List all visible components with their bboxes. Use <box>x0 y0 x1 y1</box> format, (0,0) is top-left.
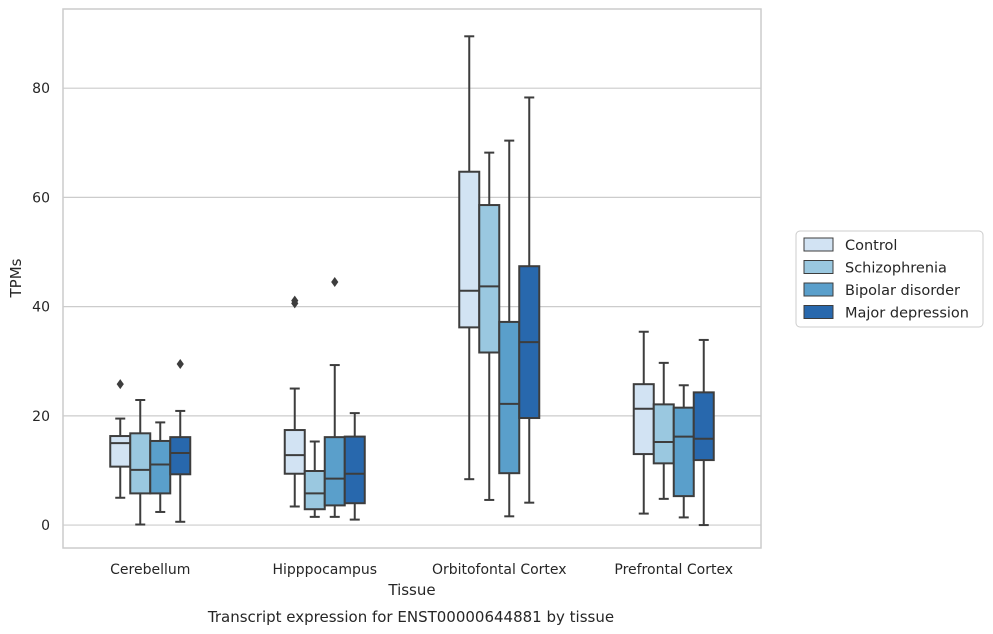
legend-label: Major depression <box>845 306 969 322</box>
iqr-box <box>458 170 481 329</box>
iqr-box <box>692 391 715 462</box>
x-tick-label: Prefrontal Cortex <box>614 562 733 578</box>
y-tick-label: 80 <box>32 81 50 97</box>
box-series <box>109 35 715 527</box>
legend-item: Bipolar disorder <box>803 282 960 299</box>
iqr-box <box>109 435 132 468</box>
legend-item: Major depression <box>803 305 969 322</box>
x-tick-label: Hipppocampus <box>272 562 377 578</box>
y-tick-label: 40 <box>32 300 50 316</box>
outlier-marker <box>176 358 184 369</box>
box <box>343 412 366 521</box>
chart-caption: Transcript expression for ENST0000064488… <box>207 608 614 626</box>
legend-item: Schizophrenia <box>803 260 947 277</box>
legend-item: Control <box>803 237 897 254</box>
legend-swatch <box>803 260 834 274</box>
legend-swatch <box>803 237 834 252</box>
box <box>323 277 346 518</box>
iqr-box <box>303 470 326 511</box>
x-axis-label: Tissue <box>387 581 435 599</box>
iqr-box <box>323 436 346 507</box>
y-tick-label: 60 <box>32 190 50 206</box>
legend-label: Schizophrenia <box>845 261 947 277</box>
legend: Control Schizophrenia Bipolar disorder Majo… <box>795 230 984 328</box>
iqr-box <box>652 403 675 465</box>
iqr-box <box>478 204 501 354</box>
x-tick-label: Cerebellum <box>110 562 190 578</box>
y-tick-label: 20 <box>32 409 50 425</box>
x-tick-label: Orbitofontal Cortex <box>432 562 567 578</box>
iqr-box <box>632 383 655 456</box>
y-axis-ticks: 0 20 40 60 80 <box>32 81 50 534</box>
iqr-box <box>672 406 695 498</box>
outlier-marker <box>291 295 299 306</box>
legend-label: Control <box>845 238 897 254</box>
series-bipolar-disorder <box>149 139 695 519</box>
box <box>498 139 521 518</box>
y-tick-label: 0 <box>41 518 50 534</box>
box <box>478 151 501 501</box>
plot-frame <box>62 8 762 549</box>
legend-swatch <box>803 305 834 319</box>
y-axis-label: TPMs <box>7 258 25 298</box>
legend-swatch <box>803 282 834 297</box>
iqr-box <box>498 320 521 475</box>
iqr-box <box>283 429 306 475</box>
legend-label: Bipolar disorder <box>845 283 960 299</box>
iqr-box <box>149 439 172 495</box>
legend-frame <box>795 230 984 328</box>
box <box>283 295 306 508</box>
x-axis-ticks: Cerebellum Hipppocampus Orbitofontal Corte… <box>110 562 733 578</box>
box <box>169 358 192 523</box>
iqr-box <box>169 436 192 476</box>
box <box>518 96 541 504</box>
iqr-box <box>343 435 366 505</box>
series-major-depression <box>169 96 715 527</box>
outlier-marker <box>331 277 339 288</box>
box <box>303 440 326 518</box>
box <box>129 399 152 526</box>
box <box>692 338 715 527</box>
series-control <box>109 35 655 515</box>
outlier-marker <box>116 379 124 390</box>
iqr-box <box>129 432 152 495</box>
box <box>109 379 132 499</box>
